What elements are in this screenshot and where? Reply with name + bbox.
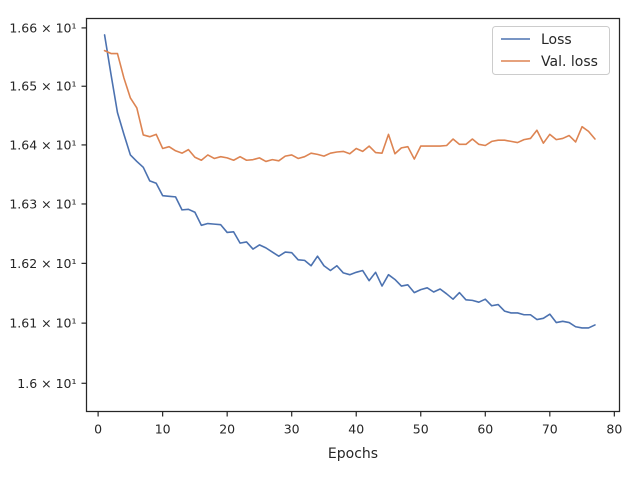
y-tick-label: 1.61 × 10¹ — [9, 316, 76, 331]
series-line-loss — [103, 34, 596, 329]
axes-frame — [85, 17, 621, 413]
x-tick-label: 50 — [413, 422, 429, 437]
x-tick-label: 20 — [219, 422, 235, 437]
x-tick-label: 0 — [94, 422, 102, 437]
x-tick-label: 40 — [348, 422, 364, 437]
y-tick-label: 1.62 × 10¹ — [9, 256, 76, 271]
legend-label-loss: Loss — [541, 32, 572, 48]
x-tick-label: 60 — [477, 422, 493, 437]
x-tick-label: 80 — [606, 422, 622, 437]
legend-label-val-loss: Val. loss — [541, 54, 598, 70]
x-axis-title: Epochs — [328, 446, 378, 462]
x-axis-ticks: 0 10 20 30 40 50 60 70 80 — [94, 411, 622, 437]
series-line-val-loss — [103, 49, 596, 163]
x-tick-label: 30 — [284, 422, 300, 437]
y-tick-label: 1.65 × 10¹ — [9, 79, 76, 94]
legend: Loss Val. loss — [492, 26, 610, 75]
y-tick-label: 1.63 × 10¹ — [9, 196, 76, 211]
y-tick-label: 1.66 × 10¹ — [9, 20, 76, 35]
y-axis-ticks: 1.6 × 10¹ 1.61 × 10¹ 1.62 × 10¹ 1.63 × 10¹ 1… — [9, 20, 87, 391]
plot-lines — [103, 34, 596, 329]
x-tick-label: 10 — [155, 422, 171, 437]
y-tick-label: 1.64 × 10¹ — [9, 137, 76, 152]
x-tick-label: 70 — [542, 422, 558, 437]
y-tick-label: 1.6 × 10¹ — [17, 376, 76, 391]
